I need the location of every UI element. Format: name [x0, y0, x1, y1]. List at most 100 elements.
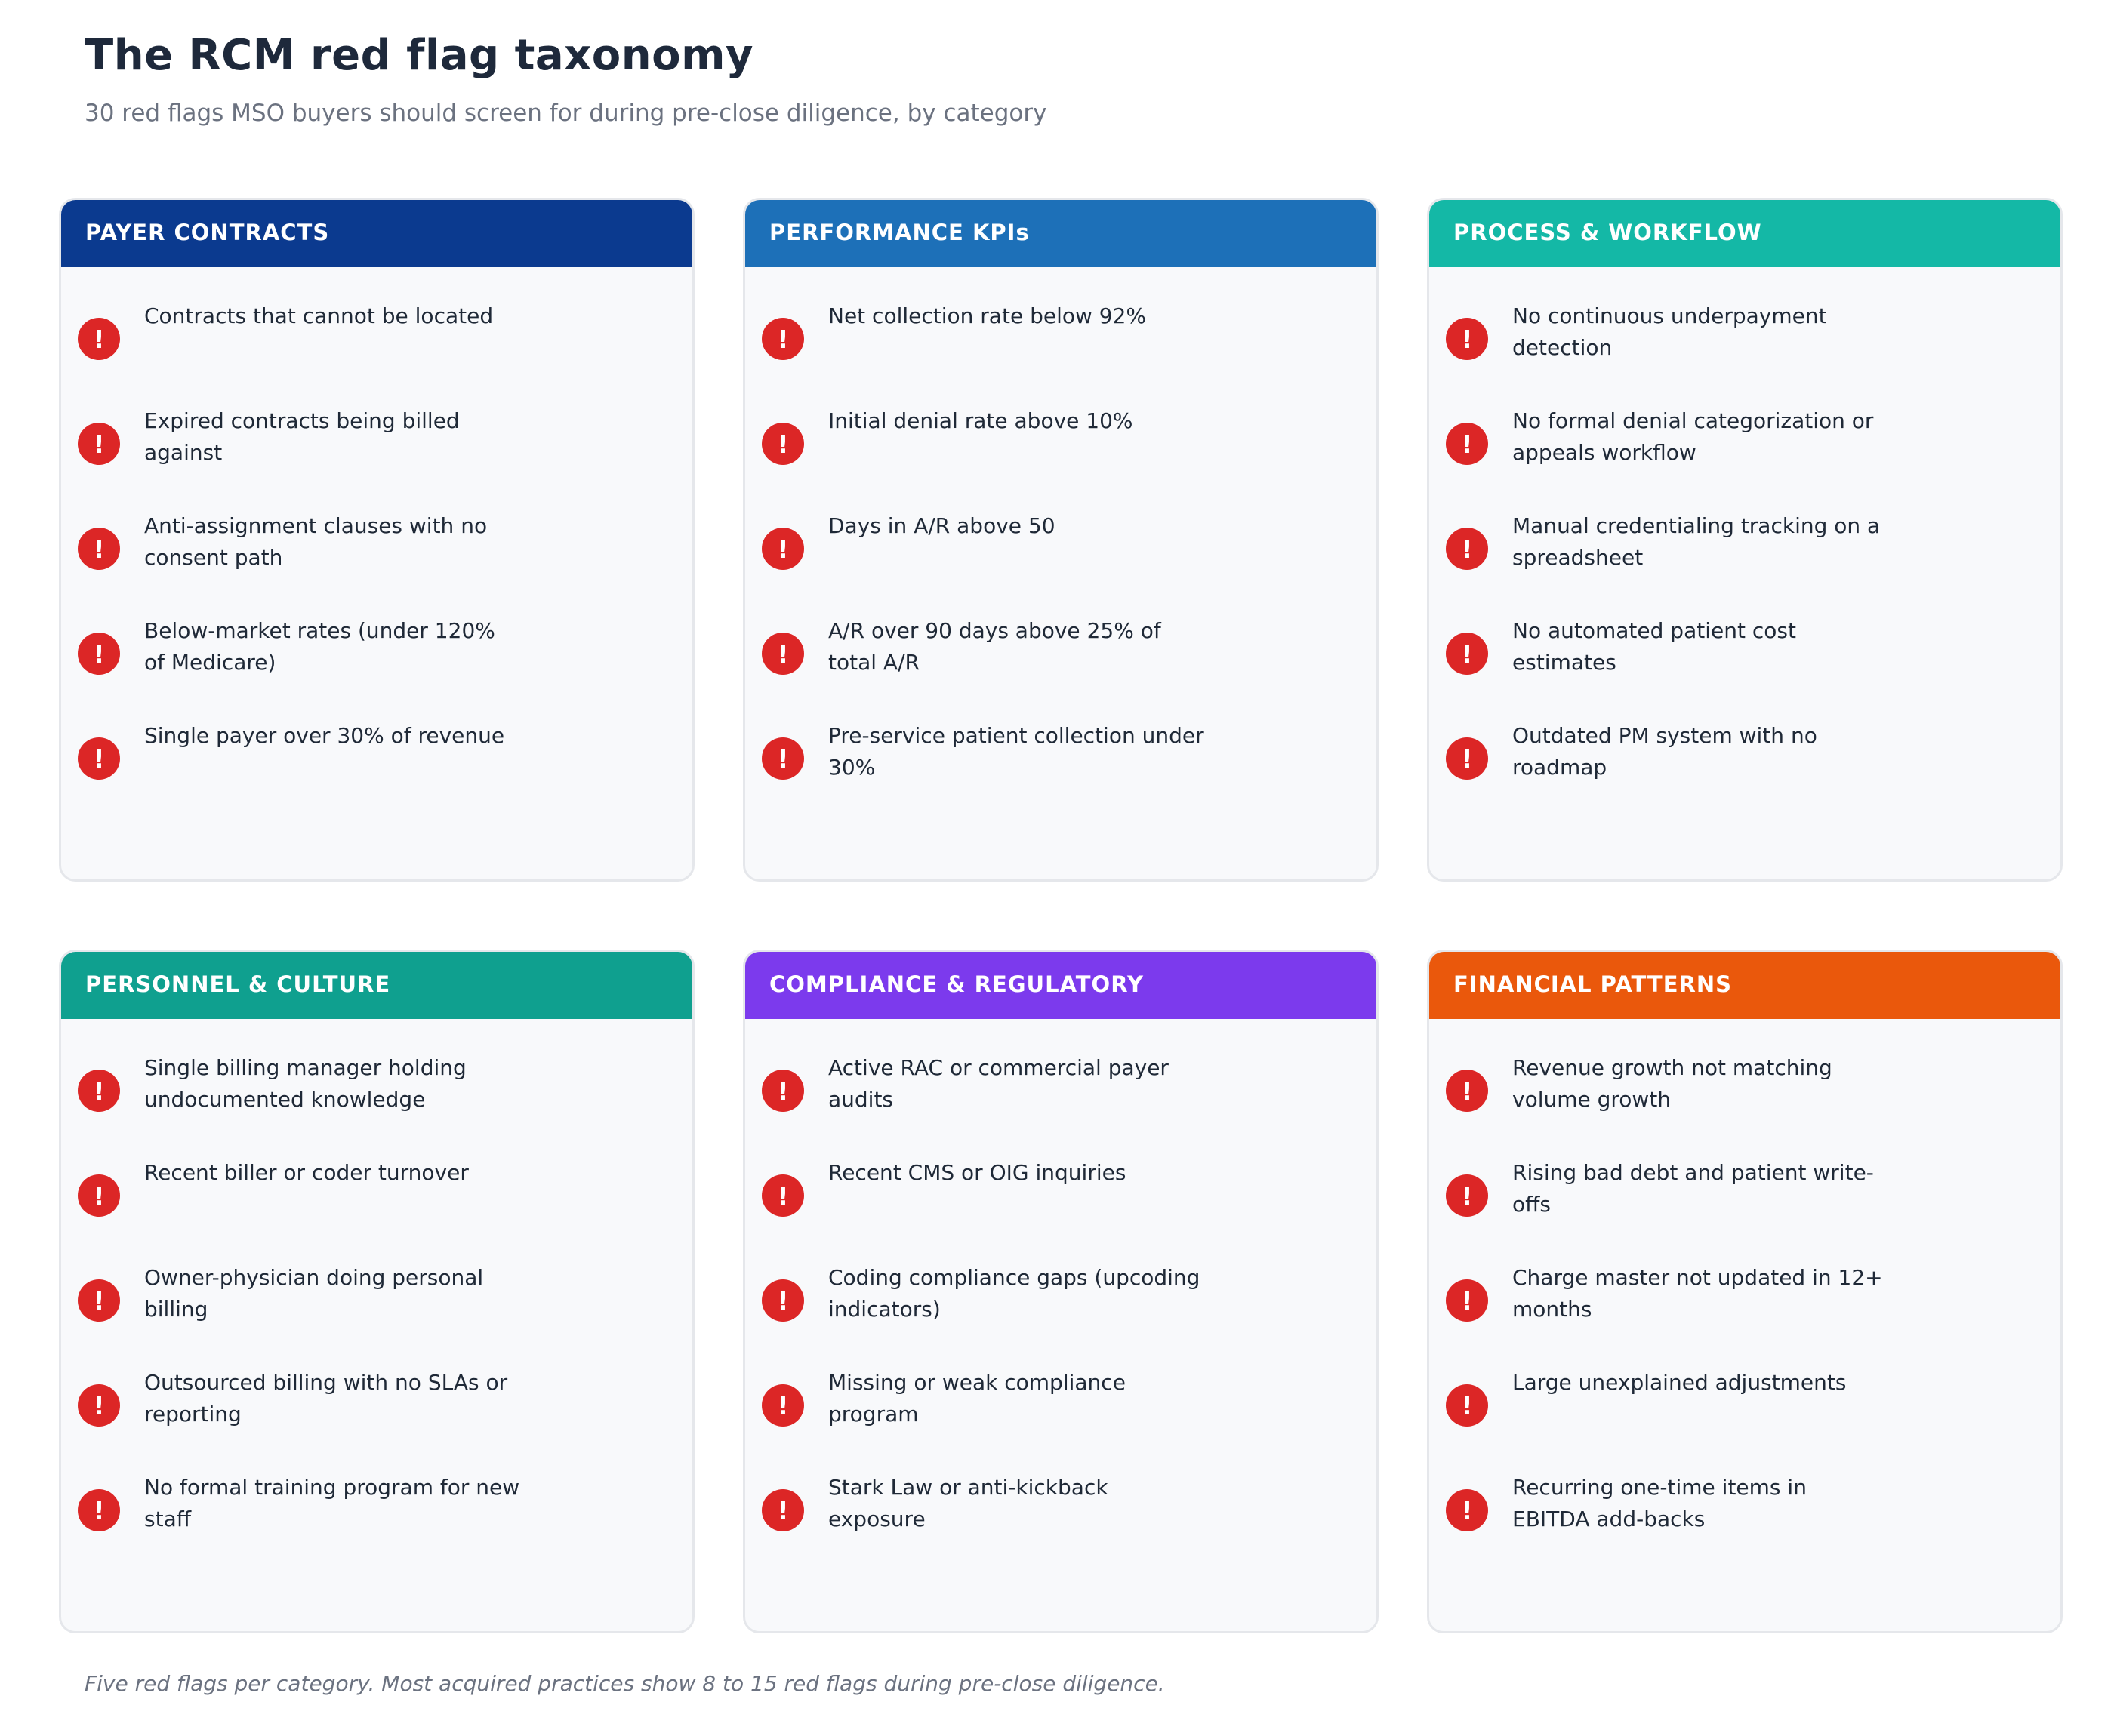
red-flag-item: ! Recent biller or coder turnover: [61, 1160, 692, 1269]
exclamation-icon: !: [1446, 528, 1488, 570]
red-flag-list: ! Contracts that cannot be located ! Exp…: [61, 303, 692, 832]
red-flag-text: Charge master not updated in 12+ months: [1512, 1265, 1883, 1322]
exclamation-icon: !: [78, 1174, 120, 1217]
category-header: PAYER CONTRACTS: [61, 200, 692, 267]
red-flag-text: No continuous underpayment detection: [1512, 303, 1827, 360]
red-flag-text: No automated patient cost estimates: [1512, 618, 1796, 675]
red-flag-text: Recent CMS or OIG inquiries: [828, 1160, 1126, 1185]
red-flag-item: ! Charge master not updated in 12+ month…: [1429, 1265, 2060, 1374]
red-flag-text: Outdated PM system with no roadmap: [1512, 723, 1817, 780]
category-title: FINANCIAL PATTERNS: [1453, 971, 1732, 997]
red-flag-text: No formal training program for new staff: [144, 1475, 520, 1531]
red-flag-list: ! Revenue growth not matching volume gro…: [1429, 1055, 2060, 1584]
red-flag-item: ! Anti-assignment clauses with no consen…: [61, 513, 692, 622]
red-flag-item: ! No automated patient cost estimates: [1429, 618, 2060, 727]
footnote: Five red flags per category. Most acquir…: [85, 1671, 1165, 1696]
red-flag-text: Revenue growth not matching volume growt…: [1512, 1055, 1832, 1112]
exclamation-icon: !: [78, 528, 120, 570]
exclamation-icon: !: [1446, 423, 1488, 465]
red-flag-text: Initial denial rate above 10%: [828, 408, 1133, 433]
category-header: PROCESS & WORKFLOW: [1429, 200, 2060, 267]
exclamation-icon: !: [78, 423, 120, 465]
red-flag-item: ! Contracts that cannot be located: [61, 303, 692, 412]
category-title: PERFORMANCE KPIs: [769, 220, 1030, 245]
category-card-payer-contracts: PAYER CONTRACTS ! Contracts that cannot …: [59, 198, 695, 882]
red-flag-text: Rising bad debt and patient write-offs: [1512, 1160, 1874, 1217]
exclamation-icon: !: [78, 1489, 120, 1531]
page-subtitle: 30 red flags MSO buyers should screen fo…: [85, 100, 1047, 127]
red-flag-list: ! Active RAC or commercial payer audits …: [745, 1055, 1376, 1584]
exclamation-icon: !: [78, 1279, 120, 1322]
red-flag-item: ! Owner-physician doing personal billing: [61, 1265, 692, 1374]
red-flag-text: Below-market rates (under 120% of Medica…: [144, 618, 495, 675]
red-flag-text: Net collection rate below 92%: [828, 303, 1147, 328]
exclamation-icon: !: [762, 1384, 804, 1427]
red-flag-text: Contracts that cannot be located: [144, 303, 494, 328]
red-flag-item: ! Single payer over 30% of revenue: [61, 723, 692, 832]
category-header: PERSONNEL & CULTURE: [61, 952, 692, 1019]
red-flag-item: ! Below-market rates (under 120% of Medi…: [61, 618, 692, 727]
exclamation-icon: !: [78, 1384, 120, 1427]
red-flag-item: ! Active RAC or commercial payer audits: [745, 1055, 1376, 1164]
category-card-process-and-workflow: PROCESS & WORKFLOW ! No continuous under…: [1427, 198, 2063, 882]
category-title: PERSONNEL & CULTURE: [85, 971, 391, 997]
red-flag-item: ! No continuous underpayment detection: [1429, 303, 2060, 412]
red-flag-text: Active RAC or commercial payer audits: [828, 1055, 1169, 1112]
red-flag-list: ! No continuous underpayment detection !…: [1429, 303, 2060, 832]
red-flag-text: Missing or weak compliance program: [828, 1370, 1126, 1427]
red-flag-item: ! Recent CMS or OIG inquiries: [745, 1160, 1376, 1269]
red-flag-item: ! Outsourced billing with no SLAs or rep…: [61, 1370, 692, 1479]
exclamation-icon: !: [78, 318, 120, 360]
category-header: COMPLIANCE & REGULATORY: [745, 952, 1376, 1019]
red-flag-text: Owner-physician doing personal billing: [144, 1265, 484, 1322]
red-flag-item: ! No formal training program for new sta…: [61, 1475, 692, 1584]
category-card-compliance-and-regulatory: COMPLIANCE & REGULATORY ! Active RAC or …: [743, 950, 1379, 1633]
red-flag-item: ! Manual credentialing tracking on a spr…: [1429, 513, 2060, 622]
exclamation-icon: !: [762, 1070, 804, 1112]
red-flag-text: Recent biller or coder turnover: [144, 1160, 469, 1185]
red-flag-text: Large unexplained adjustments: [1512, 1370, 1847, 1395]
red-flag-text: Pre-service patient collection under 30%: [828, 723, 1204, 780]
exclamation-icon: !: [762, 528, 804, 570]
category-card-performance-kpis: PERFORMANCE KPIs ! Net collection rate b…: [743, 198, 1379, 882]
exclamation-icon: !: [762, 633, 804, 675]
red-flag-item: ! Pre-service patient collection under 3…: [745, 723, 1376, 832]
exclamation-icon: !: [762, 318, 804, 360]
exclamation-icon: !: [78, 633, 120, 675]
red-flag-item: ! Initial denial rate above 10%: [745, 408, 1376, 517]
red-flag-item: ! A/R over 90 days above 25% of total A/…: [745, 618, 1376, 727]
exclamation-icon: !: [78, 1070, 120, 1112]
red-flag-text: No formal denial categorization or appea…: [1512, 408, 1874, 465]
category-title: PROCESS & WORKFLOW: [1453, 220, 1762, 245]
red-flag-item: ! Outdated PM system with no roadmap: [1429, 723, 2060, 832]
exclamation-icon: !: [78, 737, 120, 780]
red-flag-text: Single payer over 30% of revenue: [144, 723, 505, 748]
red-flag-item: ! Coding compliance gaps (upcoding indic…: [745, 1265, 1376, 1374]
red-flag-text: Stark Law or anti-kickback exposure: [828, 1475, 1108, 1531]
category-header: FINANCIAL PATTERNS: [1429, 952, 2060, 1019]
red-flag-list: ! Single billing manager holding undocum…: [61, 1055, 692, 1584]
exclamation-icon: !: [1446, 1489, 1488, 1531]
category-card-personnel-and-culture: PERSONNEL & CULTURE ! Single billing man…: [59, 950, 695, 1633]
red-flag-text: Coding compliance gaps (upcoding indicat…: [828, 1265, 1200, 1322]
red-flag-item: ! Single billing manager holding undocum…: [61, 1055, 692, 1164]
red-flag-item: ! Missing or weak compliance program: [745, 1370, 1376, 1479]
red-flag-item: ! Recurring one-time items in EBITDA add…: [1429, 1475, 2060, 1584]
red-flag-item: ! Net collection rate below 92%: [745, 303, 1376, 412]
exclamation-icon: !: [1446, 318, 1488, 360]
category-title: COMPLIANCE & REGULATORY: [769, 971, 1144, 997]
category-title: PAYER CONTRACTS: [85, 220, 330, 245]
red-flag-list: ! Net collection rate below 92% ! Initia…: [745, 303, 1376, 832]
exclamation-icon: !: [762, 1489, 804, 1531]
red-flag-item: ! Large unexplained adjustments: [1429, 1370, 2060, 1479]
exclamation-icon: !: [762, 423, 804, 465]
red-flag-text: Outsourced billing with no SLAs or repor…: [144, 1370, 508, 1427]
red-flag-item: ! Revenue growth not matching volume gro…: [1429, 1055, 2060, 1164]
exclamation-icon: !: [762, 737, 804, 780]
red-flag-item: ! Expired contracts being billed against: [61, 408, 692, 517]
exclamation-icon: !: [1446, 1384, 1488, 1427]
exclamation-icon: !: [762, 1279, 804, 1322]
red-flag-text: Single billing manager holding undocumen…: [144, 1055, 467, 1112]
page-title: The RCM red flag taxonomy: [85, 31, 753, 80]
exclamation-icon: !: [1446, 737, 1488, 780]
